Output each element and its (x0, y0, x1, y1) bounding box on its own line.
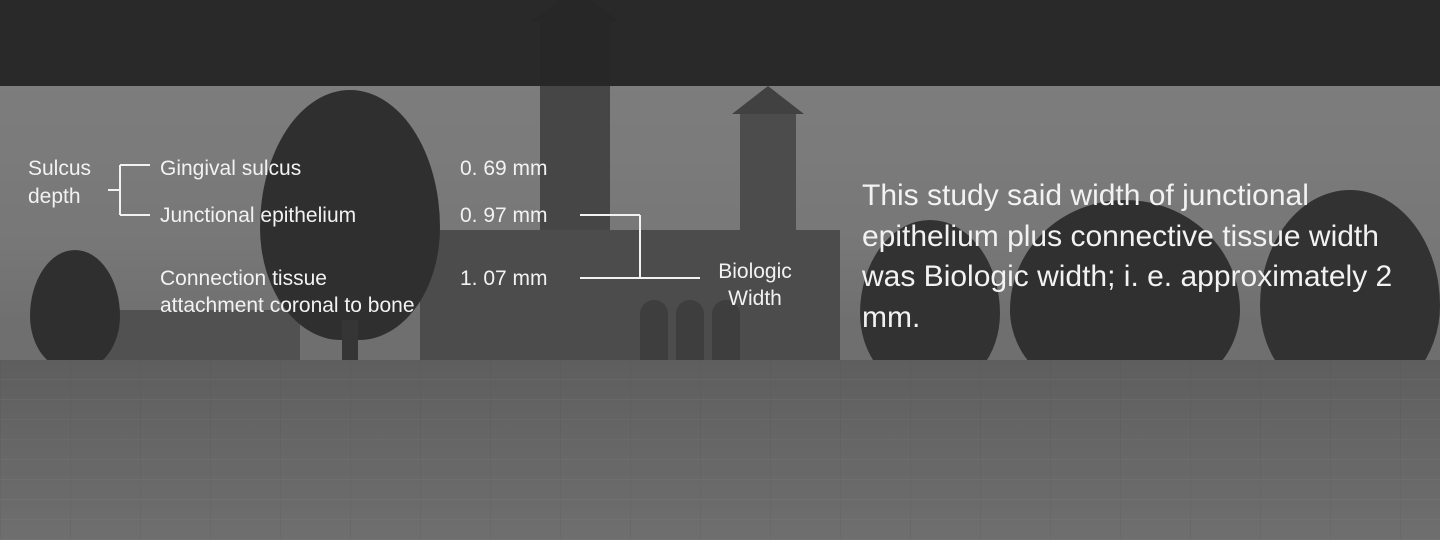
right-bracket-label-line1: Biologic (718, 260, 792, 283)
right-bracket-label-line2: Width (728, 287, 782, 310)
right-bracket-label: Biologic Width (710, 258, 800, 313)
summary-text: This study said width of junctional epit… (862, 176, 1402, 338)
slide-content: Sulcus depth Gingival sulcus 0. 69 mm Ju… (0, 0, 1440, 540)
